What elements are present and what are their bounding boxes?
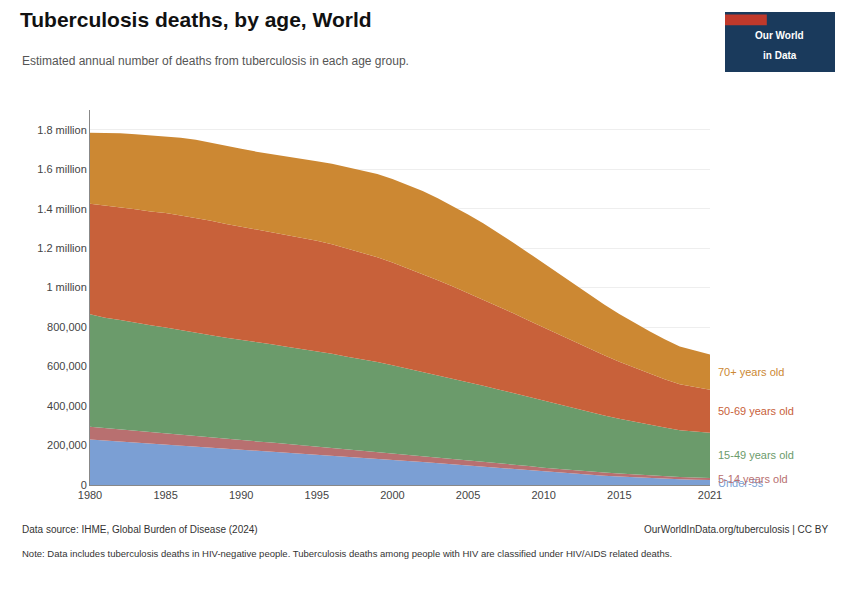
svg-text:1 million: 1 million bbox=[46, 281, 86, 293]
svg-text:50-69 years old: 50-69 years old bbox=[718, 405, 794, 417]
svg-text:Our World: Our World bbox=[755, 30, 804, 41]
svg-text:5-14 years old: 5-14 years old bbox=[718, 473, 788, 485]
svg-text:1980: 1980 bbox=[78, 489, 102, 501]
svg-text:2010: 2010 bbox=[531, 489, 555, 501]
svg-text:70+ years old: 70+ years old bbox=[718, 366, 784, 378]
svg-text:1.8 million: 1.8 million bbox=[37, 124, 87, 136]
svg-text:1995: 1995 bbox=[305, 489, 329, 501]
svg-text:OurWorldInData.org/tuberculosi: OurWorldInData.org/tuberculosis | CC BY bbox=[644, 524, 828, 535]
svg-text:1.2 million: 1.2 million bbox=[37, 242, 87, 254]
svg-text:Estimated annual number of dea: Estimated annual number of deaths from t… bbox=[22, 54, 409, 68]
svg-text:1985: 1985 bbox=[153, 489, 177, 501]
svg-text:600,000: 600,000 bbox=[47, 360, 87, 372]
svg-text:1.4 million: 1.4 million bbox=[37, 203, 87, 215]
svg-text:in Data: in Data bbox=[763, 50, 797, 61]
svg-text:2000: 2000 bbox=[380, 489, 404, 501]
svg-text:15-49 years old: 15-49 years old bbox=[718, 449, 794, 461]
svg-text:Note: Data includes tuberculos: Note: Data includes tuberculosis deaths … bbox=[22, 548, 672, 559]
svg-text:0: 0 bbox=[81, 479, 87, 491]
svg-text:400,000: 400,000 bbox=[47, 400, 87, 412]
svg-text:800,000: 800,000 bbox=[47, 321, 87, 333]
svg-text:2005: 2005 bbox=[456, 489, 480, 501]
svg-text:1.6 million: 1.6 million bbox=[37, 163, 87, 175]
svg-text:2021: 2021 bbox=[698, 489, 722, 501]
svg-text:Tuberculosis deaths, by age, W: Tuberculosis deaths, by age, World bbox=[20, 8, 372, 31]
svg-text:2015: 2015 bbox=[607, 489, 631, 501]
svg-text:Data source: IHME, Global Burd: Data source: IHME, Global Burden of Dise… bbox=[22, 524, 258, 535]
svg-text:200,000: 200,000 bbox=[47, 439, 87, 451]
svg-text:1990: 1990 bbox=[229, 489, 253, 501]
svg-text:Under-5s: Under-5s bbox=[718, 477, 764, 489]
